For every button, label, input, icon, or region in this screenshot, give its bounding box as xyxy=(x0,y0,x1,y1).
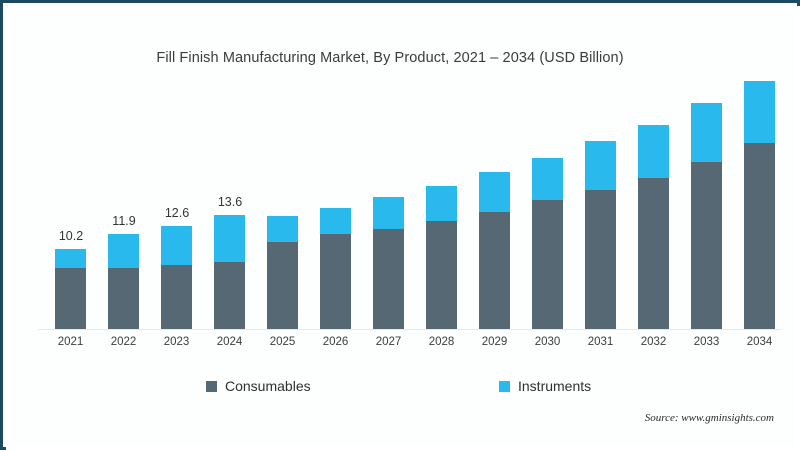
bar-segment-instruments[interactable] xyxy=(267,216,298,242)
bar-value-label: 13.6 xyxy=(217,195,243,209)
bar-segment-consumables[interactable] xyxy=(108,268,139,330)
bar-group[interactable]: 13.6 xyxy=(214,195,245,330)
bar-segment-instruments[interactable] xyxy=(479,172,510,212)
chart-legend: Consumables Instruments xyxy=(10,378,800,400)
bar-group[interactable] xyxy=(744,81,775,330)
bar-segment-instruments[interactable] xyxy=(691,103,722,162)
legend-swatch-consumables xyxy=(206,380,217,392)
bar-group[interactable] xyxy=(585,141,616,330)
chart-canvas: Fill Finish Manufacturing Market, By Pro… xyxy=(6,6,800,450)
x-tick-label: 2028 xyxy=(428,336,455,348)
legend-item-instruments[interactable]: Instruments xyxy=(499,378,591,394)
bar-group[interactable] xyxy=(638,125,669,330)
bar-segment-instruments[interactable] xyxy=(373,197,404,229)
bar-segment-instruments[interactable] xyxy=(744,81,775,143)
bar-group[interactable] xyxy=(320,208,351,330)
bar-segment-instruments[interactable] xyxy=(638,125,669,178)
x-axis-line xyxy=(38,329,782,330)
bar-group[interactable] xyxy=(532,158,563,330)
source-attribution: Source: www.gminsights.com xyxy=(644,412,774,424)
bar-group[interactable] xyxy=(691,103,722,330)
x-tick-label: 2025 xyxy=(269,336,296,348)
legend-swatch-instruments xyxy=(499,380,510,392)
x-tick-label: 2024 xyxy=(216,336,243,348)
x-tick-label: 2022 xyxy=(110,336,137,348)
x-tick-label: 2031 xyxy=(587,336,614,348)
bar-group[interactable]: 10.2 xyxy=(55,229,86,330)
bar-group[interactable]: 11.9 xyxy=(108,214,139,330)
x-axis-tick-labels: 2021 2022 2023 2024 2025 2026 2027 2028 2029 2030… xyxy=(38,336,782,356)
bar-segment-instruments[interactable] xyxy=(532,158,563,200)
bar-group[interactable] xyxy=(479,172,510,330)
bar-segment-consumables[interactable] xyxy=(320,234,351,330)
x-tick-label: 2023 xyxy=(163,336,190,348)
bar-segment-consumables[interactable] xyxy=(214,262,245,330)
bar-segment-consumables[interactable] xyxy=(691,162,722,330)
x-tick-label: 2033 xyxy=(693,336,720,348)
plot-area: 10.2 11.9 12.6 13.6 xyxy=(38,70,782,330)
legend-item-consumables[interactable]: Consumables xyxy=(206,378,311,394)
bar-segment-instruments[interactable] xyxy=(161,226,192,265)
bar-segment-instruments[interactable] xyxy=(214,215,245,262)
x-tick-label: 2029 xyxy=(481,336,508,348)
bar-segment-consumables[interactable] xyxy=(585,190,616,330)
bar-value-label: 11.9 xyxy=(112,214,136,228)
bar-segment-consumables[interactable] xyxy=(267,242,298,330)
bar-group[interactable]: 12.6 xyxy=(161,206,192,330)
bar-value-label: 10.2 xyxy=(58,229,84,243)
bar-value-label: 12.6 xyxy=(164,206,190,220)
bar-group[interactable] xyxy=(373,197,404,330)
legend-label-instruments: Instruments xyxy=(518,378,592,394)
bar-segment-instruments[interactable] xyxy=(585,141,616,190)
bar-segment-consumables[interactable] xyxy=(744,143,775,330)
bar-segment-consumables[interactable] xyxy=(532,200,563,330)
x-tick-label: 2026 xyxy=(322,336,349,348)
legend-label-consumables: Consumables xyxy=(225,378,311,394)
x-tick-label: 2027 xyxy=(375,336,402,348)
x-tick-label: 2030 xyxy=(534,336,561,348)
bar-segment-instruments[interactable] xyxy=(426,186,457,221)
bar-segment-consumables[interactable] xyxy=(373,229,404,330)
bar-group[interactable] xyxy=(426,186,457,330)
bar-segment-instruments[interactable] xyxy=(55,249,86,268)
x-tick-label: 2032 xyxy=(640,336,667,348)
bar-segment-instruments[interactable] xyxy=(320,208,351,234)
bar-segment-consumables[interactable] xyxy=(161,265,192,330)
bar-group[interactable] xyxy=(267,216,298,330)
bar-segment-consumables[interactable] xyxy=(638,178,669,330)
bar-segment-consumables[interactable] xyxy=(479,212,510,330)
bar-segment-consumables[interactable] xyxy=(426,221,457,330)
x-tick-label: 2034 xyxy=(746,336,773,348)
x-tick-label: 2021 xyxy=(57,336,84,348)
chart-title: Fill Finish Manufacturing Market, By Pro… xyxy=(156,50,624,66)
bar-segment-instruments[interactable] xyxy=(108,234,139,268)
bar-segment-consumables[interactable] xyxy=(55,268,86,330)
